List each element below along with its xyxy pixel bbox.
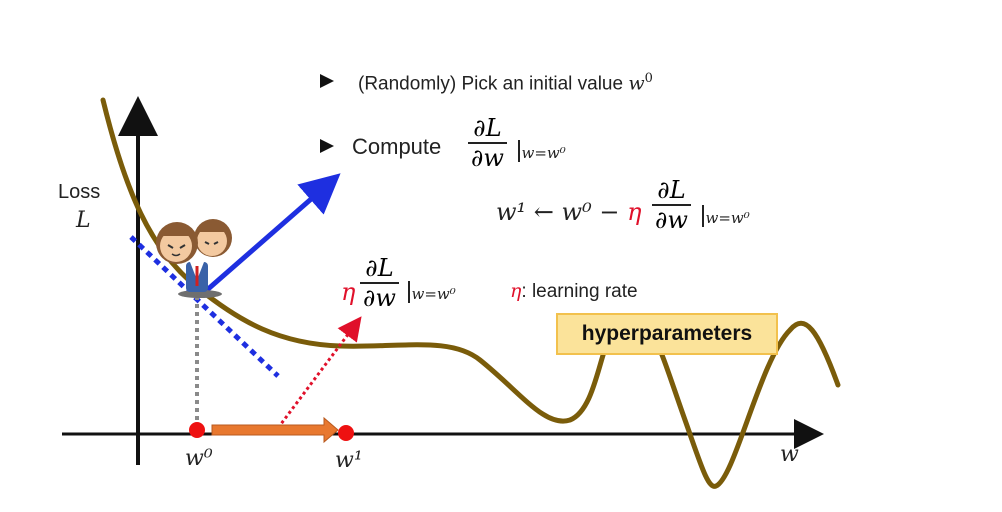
update-step-arrow xyxy=(211,416,339,444)
compute-label: Compute xyxy=(352,134,442,159)
gradient-direction-arrow xyxy=(205,173,341,292)
update-rule-lhs: w¹ ← w⁰ − η xyxy=(496,198,641,226)
step-num: ∂L xyxy=(365,254,394,282)
step-eval-sub: w=w⁰ xyxy=(411,285,456,303)
compute-derivative: ∂L ∂w xyxy=(468,116,507,170)
point-w0 xyxy=(189,422,205,438)
pick-var: w xyxy=(628,72,645,95)
y-axis-label: Loss xyxy=(58,181,101,203)
step-den: ∂w xyxy=(363,284,396,312)
lr-text: : learning rate xyxy=(521,281,638,302)
update-eval: w=w⁰ xyxy=(702,205,750,227)
loss-curve xyxy=(100,97,841,489)
update-eta: η xyxy=(627,198,642,226)
deriv-den: ∂w xyxy=(471,144,504,172)
step-size-arrow xyxy=(276,316,362,429)
step-eval: w=w⁰ xyxy=(408,281,456,303)
update-derivative: ∂L ∂w xyxy=(652,178,691,232)
deriv-num: ∂L xyxy=(473,114,502,142)
update-eval-sub: w=w⁰ xyxy=(705,209,750,227)
w0-label: w⁰ xyxy=(185,446,213,471)
character-icon xyxy=(156,219,232,298)
bullet-arrow-icon xyxy=(320,74,334,88)
eval-subscript: w=w⁰ xyxy=(521,144,566,162)
point-w1 xyxy=(338,425,354,441)
lr-eta: η xyxy=(510,280,522,302)
x-axis-label: w xyxy=(780,442,799,467)
step-eta: η xyxy=(341,278,356,306)
update-num: ∂L xyxy=(657,176,686,204)
y-axis-symbol: L xyxy=(76,208,91,233)
bullet-arrow-icon xyxy=(320,139,334,153)
w1-label: w¹ xyxy=(335,448,363,473)
bullet-pick-text: (Randomly) Pick an initial value w0 xyxy=(358,71,653,95)
tangent-line xyxy=(129,235,280,378)
step-derivative: ∂L ∂w xyxy=(360,256,399,310)
hyperparameters-box: hyperparameters xyxy=(556,313,778,355)
compute-eval: w=w⁰ xyxy=(518,140,566,162)
update-den: ∂w xyxy=(655,206,688,234)
learning-rate-label: η: learning rate xyxy=(510,280,638,303)
update-lhs-text: w¹ ← w⁰ − xyxy=(496,198,628,226)
pick-prefix: (Randomly) Pick an initial value xyxy=(358,73,624,95)
pick-sup: 0 xyxy=(644,71,653,86)
